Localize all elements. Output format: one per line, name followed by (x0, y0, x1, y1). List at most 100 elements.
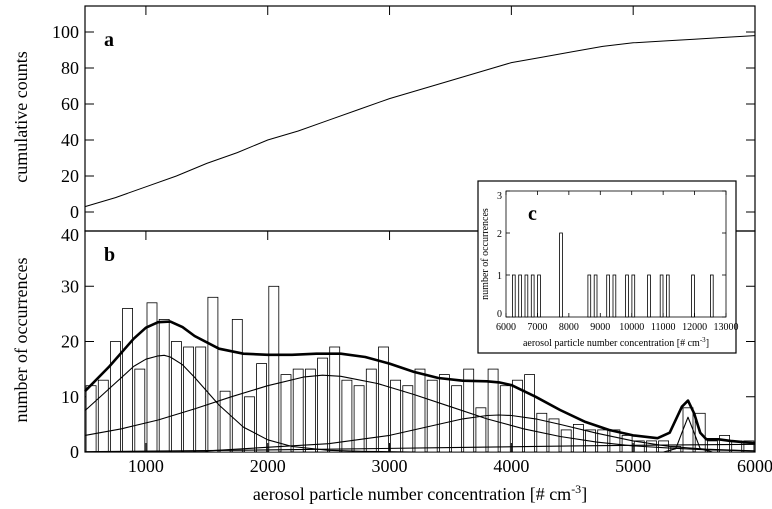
c-ytick-label: 3 (497, 191, 502, 202)
histogram-bar (524, 374, 535, 453)
histogram-bar (609, 429, 621, 453)
mode-curve (663, 416, 713, 453)
histogram-bar (719, 434, 730, 453)
b-xtick-label: 4000 (493, 456, 529, 476)
histogram-bar (438, 374, 450, 453)
histogram-bar (158, 318, 170, 453)
b-ytick-label: 0 (70, 442, 79, 462)
inset-histogram-bar (512, 274, 516, 318)
c-ytick-label: 0 (497, 309, 502, 320)
inset-histogram-bar (625, 274, 629, 318)
c-xtick-label: 12000 (682, 322, 707, 333)
inset-histogram-bar (559, 232, 563, 318)
histogram-bar (85, 385, 97, 453)
b-ytick-label: 20 (61, 332, 79, 352)
inset-histogram-bar (530, 274, 535, 318)
c-xtick-label: 7000 (527, 322, 547, 333)
b-xtick-label: 5000 (615, 456, 651, 476)
inset-histogram-bar (524, 274, 529, 318)
histogram-bar (183, 346, 195, 453)
inset-histogram-bar (710, 274, 714, 318)
inset-c-box (477, 180, 737, 354)
inset-histogram-bar (631, 274, 636, 318)
histogram-bar (597, 429, 609, 453)
panel-a-letter: a (104, 29, 114, 51)
mode-curve (84, 443, 756, 453)
c-xtick-label: 11000 (651, 322, 676, 333)
histogram-bar (317, 357, 329, 453)
histogram-bar (231, 318, 243, 453)
panel-b-letter: b (104, 244, 115, 266)
histogram-bar (560, 429, 572, 453)
histogram-bar (304, 368, 316, 453)
panel-a-ylabel: cumulative counts (11, 51, 31, 182)
panel-c-letter: c (528, 203, 537, 225)
histogram-bar (256, 363, 268, 453)
histogram-bar (475, 407, 487, 453)
histogram-bar (280, 374, 292, 453)
b-xtick-label: 3000 (372, 456, 408, 476)
c-xtick-label: 9000 (590, 322, 610, 333)
histogram-bar (134, 368, 146, 453)
inset-histogram-bar (647, 274, 651, 318)
inset-c-xlabel: aerosol particle number concentration [#… (523, 336, 709, 349)
histogram-bar (329, 346, 341, 453)
b-ytick-label: 10 (61, 387, 79, 407)
b-xtick-label: 2000 (250, 456, 286, 476)
panel-b-ylabel: number of occurrences (11, 258, 31, 423)
panel-a-axis: 0 20 40 60 80 100 (52, 6, 755, 222)
b-xtick-label: 6000 (737, 456, 772, 476)
panel-b-xlabel: aerosol particle number concentration [#… (253, 482, 587, 504)
histogram-bar (402, 385, 414, 453)
c-ytick-label: 2 (497, 229, 502, 240)
a-ytick-label: 60 (61, 94, 79, 114)
inset-histogram-bar (537, 274, 541, 318)
histogram-bar (170, 341, 182, 453)
histogram-bar (292, 368, 304, 453)
histogram-bar (268, 285, 280, 453)
panel-b-fit-curves (84, 320, 756, 453)
histogram-bar (487, 368, 499, 453)
inset-histogram-bar (612, 274, 617, 318)
histogram-bar (353, 385, 365, 453)
histogram-bar (341, 379, 353, 453)
mode-curve (84, 414, 756, 453)
histogram-bar (207, 296, 219, 453)
c-xtick-label: 13000 (714, 322, 739, 333)
histogram-bar (451, 385, 463, 453)
histogram-bar (122, 307, 133, 453)
a-ytick-label: 20 (61, 166, 79, 186)
a-ytick-label: 0 (70, 202, 79, 222)
panel-a-cumulative-line (84, 35, 756, 208)
mode-curve (84, 354, 414, 453)
total-fit-curve (84, 320, 756, 445)
histogram-bar (621, 434, 633, 453)
a-ytick-label: 100 (52, 22, 79, 42)
inset-histogram-bar (518, 274, 522, 318)
histogram-bar (426, 379, 438, 453)
inset-c: 0 1 2 3 6000 7000 8000 9000 10000 11000 12000 13000… (477, 180, 739, 354)
inset-histogram-bar (666, 274, 670, 318)
c-xtick-label: 6000 (496, 322, 516, 333)
inset-histogram-bar (587, 274, 592, 318)
c-ytick-label: 1 (497, 271, 502, 282)
histogram-bar (146, 302, 158, 453)
inset-histogram-bar (593, 274, 598, 318)
inset-c-ylabel: number of occurrences (480, 208, 491, 300)
inset-c-histogram (512, 232, 714, 318)
histogram-bar (195, 346, 207, 453)
histogram-bar (743, 440, 755, 453)
histogram-bar (390, 379, 402, 453)
b-ytick-label: 40 (61, 225, 79, 245)
a-ytick-label: 80 (61, 58, 79, 78)
histogram-bar (414, 368, 426, 453)
b-ytick-label: 30 (61, 276, 79, 296)
inset-histogram-bar (691, 274, 695, 318)
inset-histogram-bar (659, 274, 664, 318)
histogram-bar (219, 390, 231, 453)
a-ytick-label: 40 (61, 130, 79, 150)
cumulative-line (84, 35, 756, 208)
inset-histogram-bar (606, 274, 610, 318)
